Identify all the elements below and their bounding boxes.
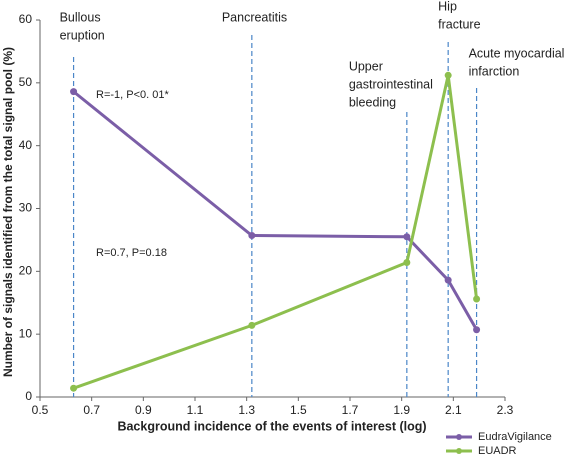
series-line (73, 74, 479, 390)
x-tick-label: 0.9 (135, 403, 152, 417)
y-tick-label: 40 (19, 138, 33, 152)
point (70, 384, 78, 392)
event-label: Upper (349, 59, 383, 73)
event-label: Hip (438, 0, 457, 13)
event-label: bleeding (349, 95, 396, 109)
event-label: Bullous (60, 10, 101, 24)
y-tick-label: 20 (19, 264, 33, 278)
event-label: Pancreatitis (222, 10, 287, 24)
x-tick-label: 1.3 (238, 403, 255, 417)
event-label: gastrointestinal (349, 77, 433, 91)
y-tick-label: 50 (19, 75, 33, 89)
event-label: eruption (60, 28, 105, 42)
series-line (72, 90, 478, 331)
x-tick-label: 1.5 (290, 403, 307, 417)
annotation: R=-1, P<0. 01* (96, 89, 169, 101)
legend-label: EUADR (478, 445, 517, 457)
y-tick-label: 10 (19, 326, 33, 340)
x-tick-label: 1.7 (342, 403, 359, 417)
legend-label: EudraVigilance (478, 431, 552, 443)
x-tick-label: 1.1 (187, 403, 204, 417)
annotation: R=0.7, P=0.18 (96, 247, 167, 259)
legend-marker (456, 434, 462, 440)
x-tick-label: 2.1 (445, 403, 462, 417)
point (403, 233, 411, 241)
point (473, 295, 481, 303)
point (473, 326, 481, 334)
x-tick-label: 0.7 (83, 403, 100, 417)
x-axis-label: Background incidence of the events of in… (117, 419, 426, 433)
y-tick-label: 60 (19, 12, 33, 26)
y-axis-label: Number of signals identified from the to… (1, 47, 15, 377)
event-label: Acute myocardial (469, 46, 565, 60)
point (444, 276, 452, 284)
x-tick-label: 2.3 (497, 403, 514, 417)
point (248, 232, 256, 240)
x-tick-label: 0.5 (32, 403, 49, 417)
point (70, 88, 78, 96)
y-tick-label: 30 (19, 201, 33, 215)
y-tick-label: 0 (25, 389, 32, 403)
event-label: infarction (469, 64, 520, 78)
event-label: fracture (438, 17, 480, 31)
point (248, 321, 256, 329)
legend-marker (456, 448, 462, 454)
x-tick-label: 1.9 (393, 403, 410, 417)
point (444, 71, 452, 79)
point (403, 259, 411, 267)
